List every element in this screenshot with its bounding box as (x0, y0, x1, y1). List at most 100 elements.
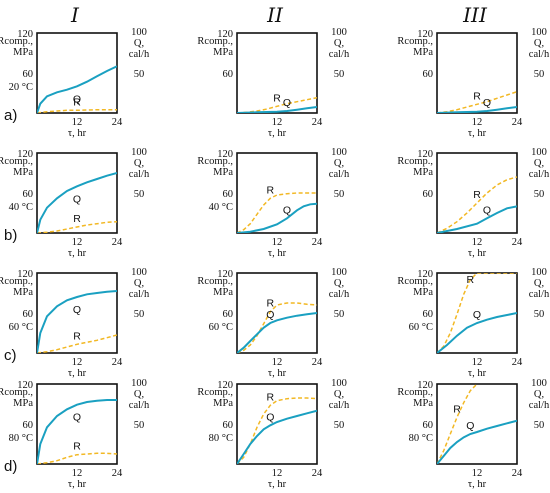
right-axis-label-unit: cal/h (329, 289, 350, 300)
series-line-q (37, 65, 117, 113)
left-tick-60: 60 (223, 69, 234, 80)
right-axis-label-q: Q, (534, 158, 544, 169)
series-line-q (37, 399, 117, 464)
x-tick-12: 12 (72, 237, 83, 248)
right-axis-label-unit: cal/h (329, 169, 350, 180)
plot-frame (436, 152, 518, 234)
temperature-label: 60 °C (9, 322, 33, 333)
curve-label-r: R (267, 391, 275, 403)
series-line-r (237, 302, 317, 353)
right-tick-100: 100 (331, 147, 347, 158)
plot-frame (236, 383, 318, 465)
series-line-r (37, 452, 117, 464)
left-axis-label: Rcomp., MPa (197, 387, 233, 409)
left-axis-label: Rcomp., MPa (0, 156, 33, 178)
right-tick-50: 50 (534, 309, 545, 320)
right-tick-50: 50 (134, 309, 145, 320)
right-axis-label-q: Q, (334, 389, 344, 400)
left-tick-120: 120 (217, 149, 233, 160)
x-tick-24: 24 (512, 237, 523, 248)
series-line-r (37, 220, 117, 233)
right-axis-label-q: Q, (534, 278, 544, 289)
x-axis-label: τ, hr (468, 479, 487, 490)
right-tick-50: 50 (534, 420, 545, 431)
plot-frame (436, 383, 518, 465)
right-axis-label-q: Q, (134, 158, 144, 169)
temperature-label: 60 °C (409, 322, 433, 333)
curve-label-r: R (267, 184, 275, 196)
right-axis-label-q: Q, (134, 389, 144, 400)
series-line-q (37, 290, 117, 353)
curve-label-r: R (453, 403, 461, 415)
x-axis-label: τ, hr (268, 128, 287, 139)
right-axis-label-unit: cal/h (329, 400, 350, 411)
plot-frame (236, 152, 318, 234)
temperature-label: 60 °C (209, 322, 233, 333)
right-axis-label-unit: cal/h (529, 289, 550, 300)
curve-label-r: R (267, 298, 275, 310)
x-tick-12: 12 (272, 237, 283, 248)
right-tick-50: 50 (134, 420, 145, 431)
right-axis-label-unit: cal/h (129, 49, 150, 60)
right-tick-100: 100 (131, 267, 147, 278)
x-axis-label: τ, hr (468, 248, 487, 259)
right-tick-50: 50 (134, 189, 145, 200)
curve-label-q: Q (73, 304, 81, 316)
left-axis-label: Rcomp., MPa (197, 156, 233, 178)
left-tick-120: 120 (217, 269, 233, 280)
curve-label-r: R (73, 96, 81, 108)
right-axis-label-unit: cal/h (329, 49, 350, 60)
curve-label-q: Q (483, 204, 491, 216)
left-tick-120: 120 (417, 149, 433, 160)
x-axis-label: τ, hr (268, 368, 287, 379)
curve-label-q: Q (73, 412, 81, 424)
curve-label-q: Q (73, 93, 81, 105)
x-tick-12: 12 (72, 117, 83, 128)
left-tick-120: 120 (417, 269, 433, 280)
plot-frame (236, 32, 318, 114)
x-axis-label: τ, hr (468, 368, 487, 379)
x-tick-12: 12 (472, 357, 483, 368)
left-tick-120: 120 (417, 380, 433, 391)
series-line-r (37, 334, 117, 353)
x-tick-24: 24 (312, 237, 323, 248)
x-axis-label: τ, hr (68, 368, 87, 379)
x-tick-24: 24 (512, 117, 523, 128)
x-tick-12: 12 (72, 468, 83, 479)
plot-frame (36, 272, 118, 354)
right-axis-label-unit: cal/h (529, 169, 550, 180)
x-tick-24: 24 (312, 468, 323, 479)
right-tick-100: 100 (131, 27, 147, 38)
x-tick-24: 24 (512, 468, 523, 479)
left-axis-label: Rcomp., MPa (197, 36, 233, 58)
right-tick-50: 50 (534, 69, 545, 80)
curve-label-q: Q (483, 97, 491, 109)
x-axis-label: τ, hr (268, 248, 287, 259)
x-tick-12: 12 (72, 357, 83, 368)
right-axis-label-q: Q, (334, 278, 344, 289)
x-tick-24: 24 (312, 357, 323, 368)
series-line-r (237, 397, 317, 464)
series-line-q (37, 172, 117, 233)
curve-label-r: R (473, 90, 481, 102)
curve-label-r: R (473, 189, 481, 201)
right-axis-label-q: Q, (534, 389, 544, 400)
left-tick-120: 120 (217, 380, 233, 391)
x-axis-label: τ, hr (68, 248, 87, 259)
row-label-1: a) (4, 107, 17, 124)
x-tick-24: 24 (112, 357, 123, 368)
column-header-2: II (266, 3, 284, 27)
left-tick-120: 120 (17, 380, 33, 391)
right-tick-50: 50 (334, 309, 345, 320)
right-axis-label-unit: cal/h (129, 169, 150, 180)
right-tick-100: 100 (131, 378, 147, 389)
row-label-3: c) (4, 347, 17, 364)
temperature-label: 40 °C (209, 202, 233, 213)
temperature-label: 80 °C (409, 433, 433, 444)
